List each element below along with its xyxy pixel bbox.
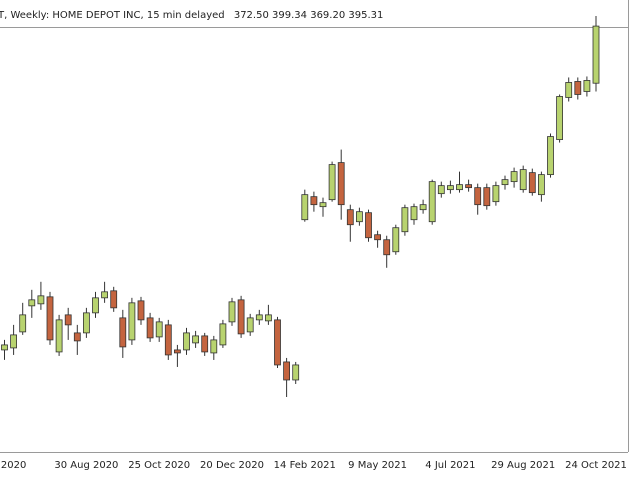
candle-body <box>237 299 245 335</box>
candle-body <box>73 332 81 342</box>
candle-body <box>592 25 600 84</box>
candle-body <box>319 202 327 208</box>
x-tick-label: 9 May 2021 <box>348 460 407 471</box>
candle-body <box>565 82 573 98</box>
header-close: 395.31 <box>348 10 383 21</box>
candle-body <box>173 349 181 354</box>
candle-body <box>310 196 318 206</box>
candle-body <box>155 321 163 338</box>
candle-body <box>128 302 136 341</box>
candle-body <box>574 81 582 95</box>
x-tick-label: 20 Dec 2020 <box>200 460 264 471</box>
x-tick-label: 2020 <box>1 460 26 471</box>
candle-body <box>428 181 436 223</box>
candle-body <box>192 335 200 344</box>
header-low: 369.20 <box>310 10 345 21</box>
candle-body <box>337 162 345 206</box>
candle-body <box>255 314 263 321</box>
candle-body <box>519 169 527 191</box>
candle-body <box>83 312 90 334</box>
candle-body <box>146 317 154 339</box>
candle-body <box>283 361 291 381</box>
x-tick-label: 4 Jul 2021 <box>425 460 475 471</box>
candle-body <box>374 234 382 241</box>
candle-body <box>201 335 209 353</box>
candle-body <box>547 136 554 176</box>
candle-body <box>92 297 99 314</box>
candle-body <box>392 227 400 253</box>
candle-body <box>264 314 272 322</box>
candle-body <box>101 291 108 299</box>
candle-body <box>28 299 36 307</box>
candle-body <box>419 204 427 211</box>
candle-body <box>55 319 63 353</box>
header-open: 372.50 <box>234 10 269 21</box>
candle-body <box>556 96 563 140</box>
candle-body <box>292 364 300 381</box>
candle-body <box>528 172 536 194</box>
header-title: T, Weekly: HOME DEPOT INC, 15 min delaye… <box>0 10 225 21</box>
candle-body <box>10 334 18 349</box>
candle-body <box>501 179 509 186</box>
candle-body <box>219 323 227 346</box>
header-high: 399.34 <box>272 10 307 21</box>
candle-body <box>346 209 354 226</box>
candle-body <box>328 164 336 201</box>
candle-body <box>583 80 591 92</box>
candle-body <box>1 344 8 351</box>
candle-body <box>483 187 491 207</box>
x-tick-label: 25 Oct 2020 <box>128 460 190 471</box>
x-tick-label: 30 Aug 2020 <box>54 460 118 471</box>
header: T, Weekly: HOME DEPOT INC, 15 min delaye… <box>0 10 383 21</box>
candle-body <box>19 314 27 333</box>
candle-body <box>137 300 145 321</box>
candle-body <box>474 187 482 206</box>
candle-body <box>401 207 409 233</box>
candle-body <box>437 185 445 195</box>
candle-body <box>465 184 473 189</box>
x-tick-label: 24 Oct 2021 <box>565 460 627 471</box>
candle-body <box>228 301 236 323</box>
x-tick-label: 14 Feb 2021 <box>274 460 336 471</box>
candle-body <box>410 206 418 221</box>
candle-body <box>183 332 190 351</box>
x-tick-label: 29 Aug 2021 <box>491 460 555 471</box>
candle-body <box>119 317 127 348</box>
candle-body <box>383 239 391 256</box>
candle-body <box>538 174 545 196</box>
candle-body <box>210 339 218 354</box>
candle-body <box>64 314 72 326</box>
candle-body <box>456 184 463 191</box>
candle-body <box>274 319 281 366</box>
candle-body <box>46 296 54 341</box>
candle-body <box>492 185 500 203</box>
candle-body <box>110 290 118 309</box>
candle-body <box>510 171 518 183</box>
candle-body <box>164 324 172 356</box>
candle-body <box>355 211 363 223</box>
candle-body <box>37 295 45 305</box>
candle-body <box>301 194 309 221</box>
candle-body <box>246 317 254 333</box>
candle-body <box>446 185 454 191</box>
candle-body <box>365 212 372 239</box>
